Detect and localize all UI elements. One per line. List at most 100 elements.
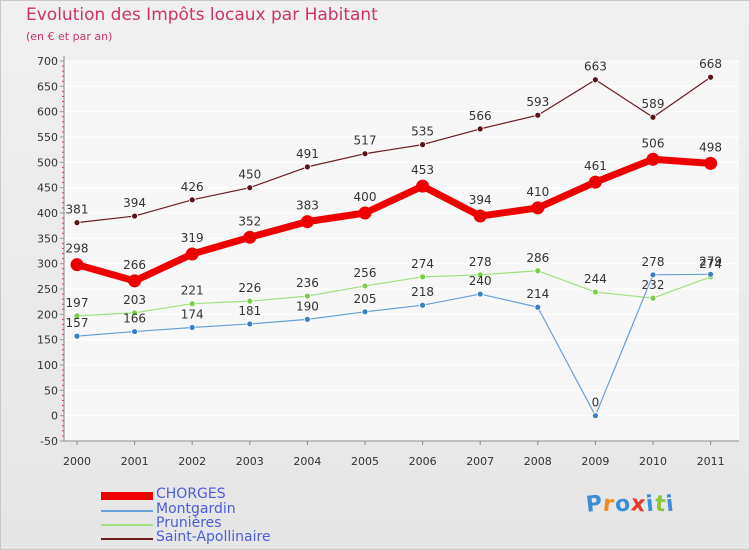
data-label-pruni-res: 274 — [411, 257, 434, 271]
data-point-saint-apollinaire — [649, 113, 657, 121]
data-label-montgardin: 278 — [642, 255, 665, 269]
y-tick-label: 500 — [37, 156, 58, 169]
data-point-chorges — [70, 258, 84, 272]
y-tick-label: 400 — [37, 207, 58, 220]
data-point-chorges — [704, 156, 718, 170]
data-point-montgardin — [131, 328, 139, 335]
x-tick-label: 2003 — [236, 455, 264, 468]
data-label-chorges: 298 — [66, 242, 89, 256]
data-point-montgardin — [707, 270, 714, 278]
data-label-saint-apollinaire: 394 — [123, 196, 146, 210]
data-label-montgardin: 240 — [469, 274, 492, 288]
data-label-montgardin: 218 — [411, 285, 434, 299]
legend-label-chorges: CHORGES — [156, 486, 226, 502]
data-label-chorges: 352 — [238, 214, 261, 228]
x-tick-label: 2005 — [351, 455, 379, 468]
data-point-chorges — [531, 201, 545, 215]
data-label-montgardin: 181 — [238, 304, 261, 318]
proxiti-logo: Proxiti — [585, 491, 676, 518]
data-point-chorges — [128, 274, 142, 288]
data-label-saint-apollinaire: 668 — [699, 57, 722, 71]
data-label-chorges: 394 — [469, 193, 492, 207]
legend-swatch-chorges — [101, 492, 153, 500]
data-label-chorges: 410 — [526, 185, 549, 199]
data-label-pruni-res: 232 — [642, 278, 665, 292]
data-label-saint-apollinaire: 593 — [526, 95, 549, 109]
data-point-chorges — [358, 206, 372, 220]
y-tick-label: 700 — [37, 55, 58, 68]
legend-label-montgardin: Montgardin — [156, 501, 236, 517]
data-point-pruni-res — [131, 309, 139, 317]
chart-subtitle: (en € et par an) — [26, 30, 113, 43]
data-point-saint-apollinaire — [303, 163, 311, 171]
data-label-chorges: 453 — [411, 163, 434, 177]
y-tick-label: 150 — [37, 334, 58, 347]
data-label-saint-apollinaire: 566 — [469, 109, 492, 123]
data-label-montgardin: 279 — [699, 254, 722, 268]
legend-swatch-prunieres — [101, 524, 153, 526]
data-label-saint-apollinaire: 663 — [584, 60, 607, 74]
data-point-saint-apollinaire — [246, 184, 254, 192]
data-point-chorges — [185, 247, 199, 261]
data-label-pruni-res: 274 — [699, 257, 722, 271]
data-label-chorges: 400 — [354, 190, 377, 204]
data-label-pruni-res: 244 — [584, 272, 607, 286]
data-label-pruni-res: 278 — [469, 255, 492, 269]
chart-title: Evolution des Impôts locaux par Habitant — [26, 5, 378, 25]
x-tick-label: 2004 — [293, 455, 321, 468]
x-tick-label: 2002 — [178, 455, 206, 468]
data-label-saint-apollinaire: 517 — [354, 134, 377, 148]
data-point-montgardin — [188, 324, 196, 331]
y-tick-label: 250 — [37, 283, 58, 296]
data-point-montgardin — [73, 332, 81, 340]
y-tick-label: 550 — [37, 131, 58, 144]
data-point-montgardin — [303, 315, 311, 323]
data-label-pruni-res: 236 — [296, 276, 319, 290]
y-tick-label: 450 — [37, 182, 58, 195]
data-point-chorges — [243, 230, 257, 244]
data-label-saint-apollinaire: 491 — [296, 147, 319, 161]
data-label-pruni-res: 221 — [181, 284, 204, 298]
x-tick-label: 2001 — [121, 455, 149, 468]
data-point-saint-apollinaire — [131, 212, 139, 220]
y-tick-label: 50 — [44, 384, 58, 397]
plot-area — [64, 61, 739, 441]
data-point-montgardin — [649, 271, 657, 279]
x-tick-label: 2010 — [639, 455, 667, 468]
data-label-montgardin: 214 — [526, 287, 549, 301]
data-label-chorges: 266 — [123, 258, 146, 272]
data-point-saint-apollinaire — [73, 219, 81, 227]
data-point-chorges — [300, 215, 314, 229]
series-line-montgardin — [76, 273, 712, 417]
data-point-pruni-res — [188, 300, 196, 308]
data-label-montgardin: 174 — [181, 308, 204, 322]
x-tick-label: 2006 — [409, 455, 437, 468]
data-point-saint-apollinaire — [592, 76, 599, 84]
data-label-saint-apollinaire: 535 — [411, 125, 434, 139]
data-label-chorges: 383 — [296, 199, 319, 213]
y-tick-label: 0 — [51, 410, 58, 423]
data-label-pruni-res: 256 — [354, 266, 377, 280]
data-point-montgardin — [592, 412, 599, 420]
series-line-saint-apollinaire — [76, 76, 712, 224]
data-point-chorges — [473, 209, 487, 223]
data-point-chorges — [646, 152, 660, 166]
x-tick-label: 2009 — [581, 455, 609, 468]
data-label-pruni-res: 203 — [123, 293, 146, 307]
data-point-saint-apollinaire — [534, 111, 542, 119]
data-point-montgardin — [534, 303, 542, 311]
data-point-pruni-res — [246, 297, 254, 305]
data-label-montgardin: 157 — [66, 316, 89, 330]
legend-swatch-saint-apollinaire — [101, 538, 153, 540]
data-label-pruni-res: 197 — [66, 296, 89, 310]
series-line-pruni-res — [76, 270, 712, 317]
data-point-pruni-res — [73, 312, 81, 320]
data-label-chorges: 461 — [584, 159, 607, 173]
data-point-pruni-res — [303, 292, 311, 300]
data-label-saint-apollinaire: 450 — [238, 168, 261, 182]
data-label-montgardin: 166 — [123, 312, 146, 326]
data-point-pruni-res — [534, 267, 542, 275]
data-label-pruni-res: 286 — [526, 251, 549, 265]
